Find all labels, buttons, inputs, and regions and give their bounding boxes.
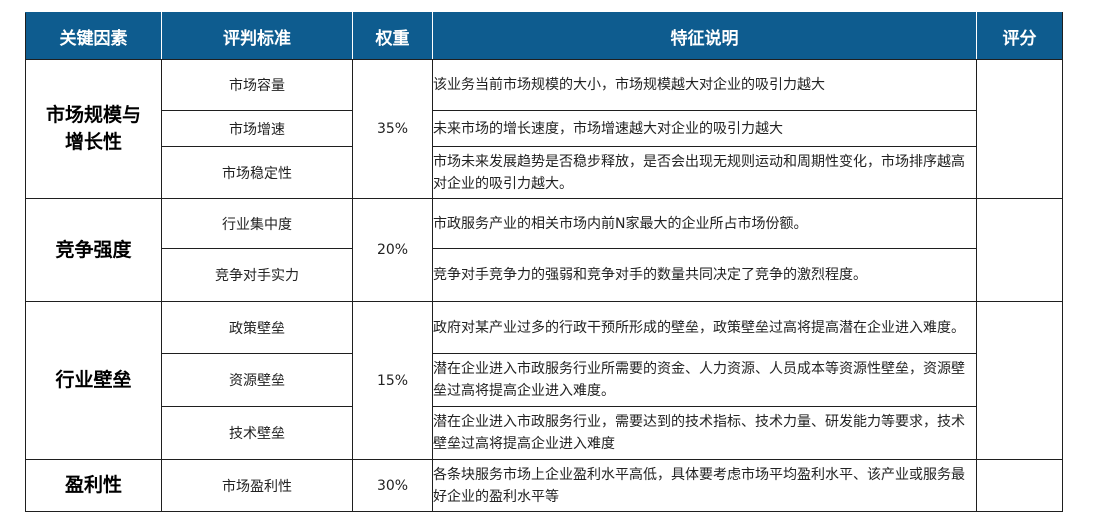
criterion-cell: 政策壁垒 — [161, 301, 353, 354]
weight-cell: 15% — [352, 301, 433, 460]
table-row: 竞争强度 行业集中度 20% 市政服务产业的相关市场内前N家最大的企业所占市场份… — [25, 198, 1063, 302]
evaluation-table: 关键因素 评判标准 权重 特征说明 评分 市场规模与增长性 市场容量 35% 该… — [25, 12, 1063, 512]
table-row: 技术壁垒 潜在企业进入市政服务行业，需要达到的技术指标、技术力量、研发能力等要求… — [26, 406, 1063, 460]
criterion-cell: 行业集中度 — [161, 198, 353, 249]
factor-cell: 盈利性 — [25, 459, 162, 512]
description-cell: 竞争对手竞争力的强弱和竞争对手的数量共同决定了竞争的激烈程度。 — [432, 248, 977, 302]
description-cell: 潜在企业进入市政服务行业，需要达到的技术指标、技术力量、研发能力等要求，技术壁垒… — [432, 406, 977, 460]
header-description: 特征说明 — [432, 12, 977, 60]
table-row: 市场增速 未来市场的增长速度，市场增速越大对企业的吸引力越大 — [26, 110, 1063, 147]
description-cell: 各条块服务市场上企业盈利水平高低，具体要考虑市场平均盈利水平、该产业或服务最好企… — [432, 459, 977, 512]
factor-label: 盈利性 — [64, 474, 122, 496]
criterion-cell: 市场稳定性 — [161, 146, 353, 199]
criterion-cell: 市场增速 — [161, 110, 353, 147]
header-factor: 关键因素 — [25, 12, 162, 60]
criterion-cell: 竞争对手实力 — [161, 248, 353, 302]
factor-label: 竞争强度 — [55, 238, 132, 261]
table-row: 盈利性 市场盈利性 30% 各条块服务市场上企业盈利水平高低，具体要考虑市场平均… — [25, 459, 1063, 512]
factor-label: 行业壁垒 — [55, 369, 132, 391]
factor-cell: 行业壁垒 — [25, 301, 162, 460]
factor-cell: 竞争强度 — [25, 198, 162, 302]
header-criterion: 评判标准 — [161, 12, 353, 60]
description-cell: 该业务当前市场规模的大小，市场规模越大对企业的吸引力越大 — [432, 59, 977, 111]
description-cell: 市场未来发展趋势是否稳步释放，是否会出现无规则运动和周期性变化，市场排序越高对企… — [432, 146, 977, 199]
criterion-cell: 技术壁垒 — [161, 406, 353, 460]
description-cell: 潜在企业进入市政服务行业所需要的资金、人力资源、人员成本等资源性壁垒，资源壁垒过… — [432, 353, 977, 407]
description-cell: 政府对某产业过多的行政干预所形成的壁垒，政策壁垒过高将提高潜在企业进入难度。 — [432, 301, 977, 354]
weight-cell: 30% — [352, 459, 433, 512]
score-cell — [976, 198, 1063, 302]
description-cell: 市政服务产业的相关市场内前N家最大的企业所占市场份额。 — [432, 198, 977, 249]
score-cell — [976, 59, 1063, 199]
weight-cell: 35% — [352, 59, 433, 199]
header-row: 关键因素 评判标准 权重 特征说明 评分 — [25, 12, 1063, 60]
criterion-cell: 市场容量 — [161, 59, 353, 111]
criterion-cell: 市场盈利性 — [161, 459, 353, 512]
table-row: 行业壁垒 政策壁垒 15% 政府对某产业过多的行政干预所形成的壁垒，政策壁垒过高… — [25, 301, 1063, 460]
header-score: 评分 — [976, 12, 1063, 60]
factor-cell: 市场规模与增长性 — [25, 59, 162, 199]
table-row: 竞争对手实力 竞争对手竞争力的强弱和竞争对手的数量共同决定了竞争的激烈程度。 — [26, 248, 1063, 302]
header-weight: 权重 — [352, 12, 433, 60]
criterion-cell: 资源壁垒 — [161, 353, 353, 407]
description-cell: 未来市场的增长速度，市场增速越大对企业的吸引力越大 — [432, 110, 977, 147]
factor-label: 市场规模与增长性 — [45, 104, 141, 153]
score-cell — [976, 459, 1063, 512]
table-row: 市场稳定性 市场未来发展趋势是否稳步释放，是否会出现无规则运动和周期性变化，市场… — [26, 146, 1063, 199]
weight-cell: 20% — [352, 198, 433, 302]
table-row: 资源壁垒 潜在企业进入市政服务行业所需要的资金、人力资源、人员成本等资源性壁垒，… — [26, 353, 1063, 407]
table-row: 市场规模与增长性 市场容量 35% 该业务当前市场规模的大小，市场规模越大对企业… — [25, 59, 1063, 199]
score-cell — [976, 301, 1063, 460]
